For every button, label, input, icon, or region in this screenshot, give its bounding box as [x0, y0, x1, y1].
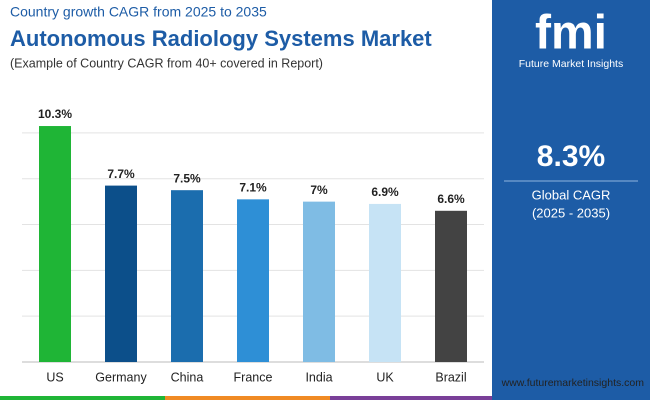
footer-strip [165, 396, 330, 400]
bar [303, 201, 335, 362]
brand-name: Future Market Insights [519, 58, 623, 70]
value-label: 7% [310, 183, 328, 197]
x-tick-label: US [46, 370, 63, 384]
x-tick-label: France [234, 370, 273, 384]
bar [39, 126, 71, 362]
side-panel [492, 0, 650, 400]
kicker: Country growth CAGR from 2025 to 2035 [10, 4, 267, 20]
period: (2025 - 2035) [532, 205, 610, 220]
value-label: 7.1% [239, 181, 267, 195]
x-tick-label: Brazil [435, 370, 466, 384]
bar [171, 190, 203, 362]
footer-strip [0, 396, 165, 400]
caption: Global CAGR [532, 187, 611, 202]
footer-strip [492, 396, 650, 400]
chart-title: Autonomous Radiology Systems Market [10, 26, 432, 51]
value-label: 7.7% [107, 167, 135, 181]
x-tick-label: China [171, 370, 204, 384]
value-label: 7.5% [173, 171, 201, 185]
bar [435, 210, 467, 362]
chart-subtitle: (Example of Country CAGR from 40+ covere… [10, 56, 323, 70]
headline-value: 8.3% [537, 140, 605, 173]
x-tick-label: UK [376, 370, 394, 384]
website: www.futuremarketinsights.com [501, 377, 645, 389]
x-tick-label: India [305, 370, 332, 384]
bar [369, 203, 401, 362]
bar [237, 199, 269, 362]
bar [105, 185, 137, 362]
x-tick-label: Germany [95, 370, 147, 384]
value-label: 10.3% [38, 107, 72, 121]
value-label: 6.9% [371, 185, 399, 199]
brand-logo: fmi [535, 7, 607, 60]
value-label: 6.6% [437, 192, 465, 206]
footer-strip [330, 396, 492, 400]
